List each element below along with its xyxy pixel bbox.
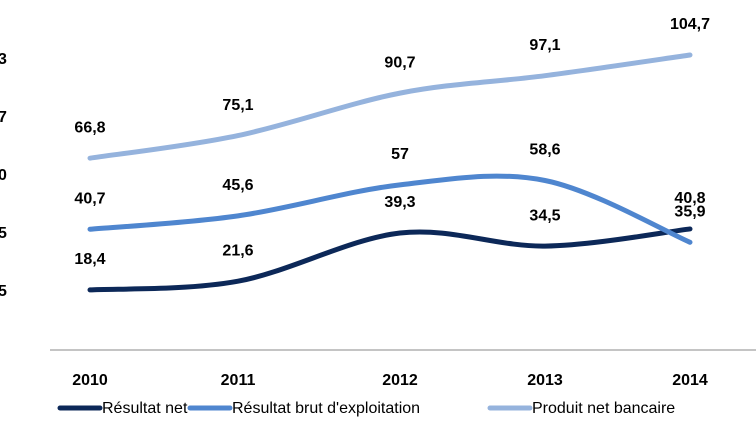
x-tick-label: 2013	[527, 372, 563, 389]
data-label: 66,8	[74, 119, 105, 136]
data-label: 104,7	[670, 16, 710, 33]
data-label: 18,4	[74, 251, 105, 268]
legend-label: Produit net bancaire	[532, 400, 675, 417]
clipped-label: 7	[0, 109, 7, 126]
data-label: 40,7	[74, 190, 105, 207]
data-label: 34,5	[529, 207, 560, 224]
legend-label: Résultat net	[102, 400, 188, 417]
data-label: 45,6	[222, 177, 253, 194]
data-label: 57	[391, 146, 409, 163]
clipped-label: 0	[0, 167, 7, 184]
data-label: 97,1	[529, 37, 560, 54]
data-label: 90,7	[384, 54, 415, 71]
line	[87, 52, 693, 161]
clipped-label: 5	[0, 283, 7, 300]
x-tick-label: 2011	[221, 372, 256, 389]
line	[87, 226, 693, 293]
data-label: 40,8	[674, 190, 705, 207]
data-label: 58,6	[529, 142, 560, 159]
x-tick-label: 2012	[382, 372, 418, 389]
line	[87, 173, 693, 245]
x-tick-label: 2010	[72, 372, 108, 389]
data-label: 35,9	[674, 203, 705, 220]
legend-label: Résultat brut d'exploitation	[232, 400, 420, 417]
data-label: 75,1	[222, 97, 253, 114]
data-label: 39,3	[384, 194, 415, 211]
data-label: 21,6	[222, 242, 253, 259]
clipped-label: 5	[0, 225, 7, 242]
clipped-label: 3	[0, 51, 7, 68]
x-tick-label: 2014	[672, 372, 708, 389]
